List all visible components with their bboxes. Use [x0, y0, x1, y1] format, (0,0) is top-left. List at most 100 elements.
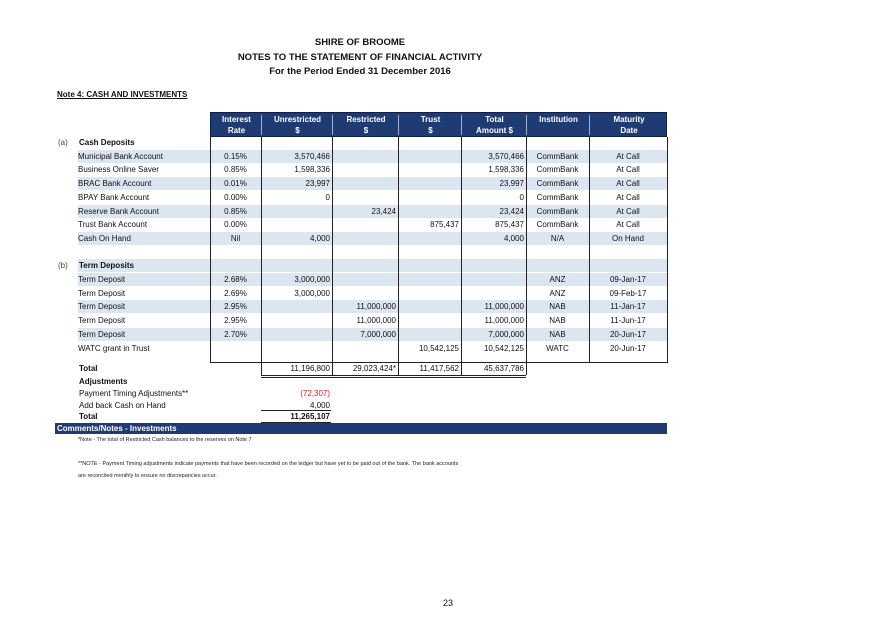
- header-divider: [398, 115, 399, 135]
- cell-institution: CommBank: [536, 165, 579, 175]
- table-bottom-border: [210, 362, 668, 363]
- adjusted-total-overline: [261, 410, 331, 411]
- section-marker: (a): [58, 138, 68, 147]
- cell-rate: 0.00%: [224, 192, 247, 202]
- cell-trust: 10,542,125: [418, 343, 459, 353]
- cell-restricted: [332, 232, 398, 245]
- cell-restricted: [332, 273, 398, 286]
- section-row: [78, 259, 667, 273]
- cell-restricted: [332, 191, 398, 204]
- column-header-total: Total Amount $: [462, 114, 527, 136]
- cell-total: 4,000: [503, 233, 524, 243]
- cell-maturity: 09-Feb-17: [609, 288, 647, 298]
- cell-rate: 2.95%: [224, 316, 247, 326]
- adjusted-total-value: 11,265,107: [290, 412, 330, 421]
- total-restricted: 29,023,424*: [332, 362, 398, 375]
- cell-restricted: [332, 342, 398, 355]
- section-title: Term Deposits: [79, 261, 134, 271]
- table-row: Municipal Bank Account 0.15% 3,570,466 3,57…: [78, 149, 667, 163]
- column-divider: [210, 137, 211, 362]
- total-underline: [261, 375, 526, 378]
- column-header-line: Rate: [227, 126, 246, 135]
- cell-unrestricted: 3,000,000: [294, 275, 330, 284]
- cell-trust: [398, 287, 461, 300]
- cell-institution: CommBank: [536, 192, 579, 202]
- cell-total: [461, 273, 526, 286]
- cell-restricted: 7,000,000: [360, 329, 396, 339]
- cell-rate: 0.85%: [224, 165, 247, 175]
- cell-restricted: [332, 150, 398, 163]
- cell-maturity: At Call: [616, 220, 640, 230]
- row-label: Term Deposit: [78, 275, 126, 284]
- table-row: BRAC Bank Account 0.01% 23,997 23,997 CommBa…: [78, 177, 667, 191]
- table-row: Business Online Saver 0.85% 1,598,336 1,598…: [78, 163, 667, 176]
- column-header-line: $: [428, 126, 433, 135]
- table-row: BPAY Bank Account 0.00% 0 0 CommBank At Call: [78, 191, 667, 204]
- header-divider: [461, 115, 462, 135]
- cell-restricted: 11,000,000: [356, 302, 396, 312]
- column-divider: [589, 137, 590, 362]
- cell-unrestricted: [261, 314, 332, 327]
- cell-rate: 2.95%: [224, 302, 247, 312]
- cell-total: 0: [519, 192, 524, 202]
- column-header-line: Total: [485, 115, 504, 124]
- cell-institution: ANZ: [549, 275, 566, 284]
- row-label: Cash On Hand: [78, 233, 131, 243]
- restricted-note: *Note - The total of Restricted Cash bal…: [78, 437, 252, 443]
- table-row: Term Deposit 2.68% 3,000,000 ANZ 09-Jan-17: [78, 273, 667, 286]
- cell-institution: NAB: [549, 302, 566, 312]
- cell-institution: CommBank: [536, 151, 579, 161]
- cell-total: 7,000,000: [488, 329, 524, 339]
- cell-institution: CommBank: [536, 220, 579, 230]
- row-label: Term Deposit: [78, 288, 126, 298]
- table-row: Term Deposit 2.70% 7,000,000 7,000,000 NAB 20…: [78, 327, 667, 341]
- org-name: SHIRE OF BROOME: [314, 37, 406, 48]
- column-header-institution: Institution: [527, 114, 590, 125]
- note-title: Note 4: CASH AND INVESTMENTS: [57, 90, 188, 99]
- cell-rate: 0.00%: [224, 220, 247, 230]
- column-divider: [461, 137, 462, 362]
- cell-unrestricted: [261, 328, 332, 341]
- cell-institution: N/A: [550, 233, 565, 243]
- cell-rate: 0.15%: [224, 151, 247, 161]
- cell-total: 1,598,336: [488, 165, 524, 175]
- column-divider: [332, 137, 333, 362]
- cell-total: 11,000,000: [484, 302, 524, 312]
- cell-rate: [210, 342, 261, 355]
- cell-rate: Nil: [230, 233, 241, 243]
- column-header-line: Unrestricted: [273, 115, 322, 124]
- cell-restricted: [332, 218, 398, 231]
- cell-trust: [398, 273, 461, 286]
- table-row: WATC grant in Trust 10,542,125 10,542,125 W…: [78, 342, 667, 355]
- column-header-line: Maturity: [613, 115, 645, 124]
- add-back-label: Add back Cash on Hand: [79, 401, 166, 410]
- cell-rate: 2.70%: [224, 329, 247, 339]
- cell-rate: 0.01%: [224, 179, 247, 189]
- cell-trust: [398, 177, 461, 190]
- table-header: Interest Rate Unrestricted $ Restricted $ Trus…: [210, 112, 667, 137]
- adjusted-total-label: Total: [79, 412, 98, 421]
- total-unrestricted: 11,196,800: [261, 362, 332, 375]
- cell-restricted: [332, 287, 398, 300]
- row-label: BPAY Bank Account: [78, 192, 150, 202]
- column-header-line: Trust: [420, 115, 441, 124]
- add-back-value: 4,000: [309, 401, 330, 410]
- total-total: 45,637,786: [461, 362, 526, 375]
- comments-bar: Comments/Notes - Investments: [55, 423, 667, 434]
- section-title: Cash Deposits: [79, 138, 135, 147]
- cell-total: 23,424: [499, 206, 524, 216]
- cell-total: [461, 287, 526, 300]
- cell-institution: CommBank: [536, 206, 579, 216]
- cell-unrestricted: [261, 218, 332, 231]
- adjustments-title: Adjustments: [79, 377, 128, 386]
- column-header-trust: Trust $: [399, 114, 462, 136]
- section-row: [78, 136, 667, 149]
- cell-unrestricted: 0: [325, 192, 330, 202]
- cell-institution: ANZ: [549, 288, 566, 298]
- column-header-rate: Interest Rate: [211, 114, 262, 136]
- cell-trust: [398, 205, 461, 218]
- column-divider: [526, 137, 527, 362]
- header-divider: [261, 115, 262, 135]
- cell-unrestricted: 3,570,466: [294, 151, 330, 161]
